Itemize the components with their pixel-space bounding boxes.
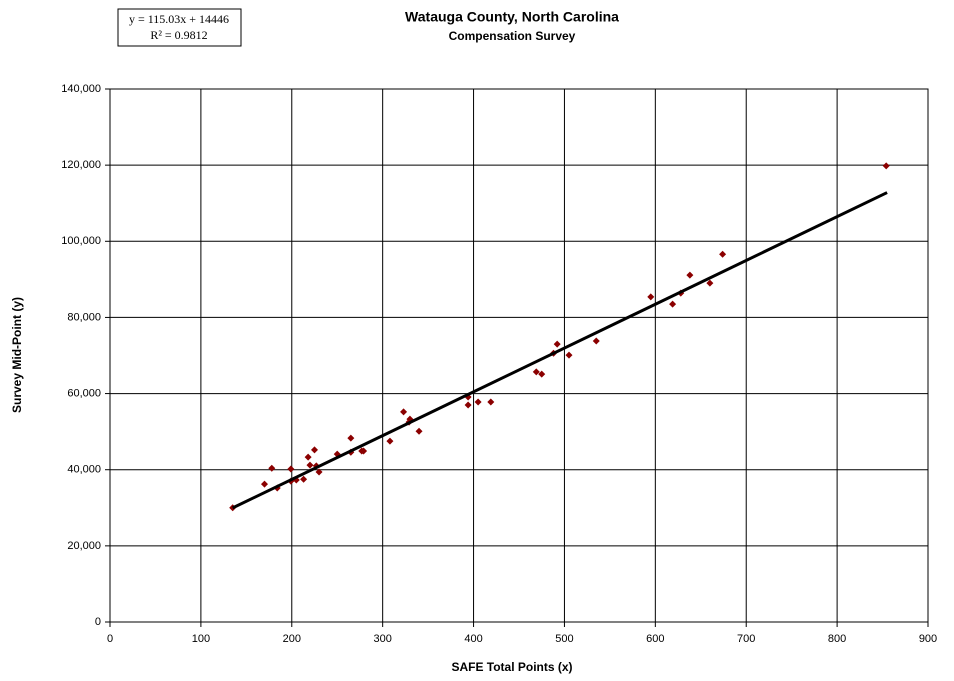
x-tick-label: 200 [283, 633, 301, 645]
chart-subtitle: Compensation Survey [449, 29, 576, 43]
point [400, 408, 408, 416]
point [464, 401, 472, 409]
point [686, 271, 694, 279]
point [306, 461, 314, 469]
x-tick-label: 0 [107, 633, 113, 645]
x-tick-label: 300 [373, 633, 391, 645]
trendline [232, 191, 888, 510]
point [719, 250, 727, 258]
point [300, 475, 308, 483]
point [261, 480, 269, 488]
y-tick-label: 100,000 [61, 235, 101, 247]
chart-title: Watauga County, North Carolina [405, 9, 619, 25]
point [386, 437, 394, 445]
point [315, 468, 323, 476]
annotation-box [117, 8, 242, 47]
point [287, 465, 295, 473]
point [565, 351, 573, 359]
x-tick-label: 900 [919, 633, 937, 645]
point [347, 434, 355, 442]
y-tick-label: 60,000 [67, 387, 101, 399]
x-tick-label: 100 [192, 633, 210, 645]
y-tick-label: 120,000 [61, 159, 101, 171]
r-squared: R² = 0.9812 [150, 28, 207, 42]
y-axis-label: Survey Mid-Point (y) [10, 297, 24, 413]
y-tick-label: 140,000 [61, 83, 101, 95]
point [647, 293, 655, 301]
point [360, 447, 368, 455]
point [706, 279, 714, 287]
x-tick-label: 700 [737, 633, 755, 645]
point [592, 337, 600, 345]
point [553, 340, 561, 348]
point [538, 370, 546, 378]
point [882, 162, 890, 170]
x-tick-label: 500 [555, 633, 573, 645]
point [532, 368, 540, 376]
point [268, 464, 276, 472]
x-tick-label: 600 [646, 633, 664, 645]
x-tick-label: 400 [464, 633, 482, 645]
y-tick-label: 40,000 [67, 464, 101, 476]
x-axis-label: SAFE Total Points (x) [451, 660, 572, 674]
plot-area [109, 88, 929, 623]
y-tick-label: 20,000 [67, 540, 101, 552]
point [304, 453, 312, 461]
point [415, 427, 423, 435]
x-tick-label: 800 [828, 633, 846, 645]
point [311, 446, 318, 454]
equation: y = 115.03x + 14446 [129, 12, 229, 26]
point [669, 300, 677, 308]
y-tick-label: 80,000 [67, 311, 101, 323]
point [487, 398, 495, 406]
y-tick-label: 0 [95, 616, 101, 628]
point [474, 398, 482, 406]
